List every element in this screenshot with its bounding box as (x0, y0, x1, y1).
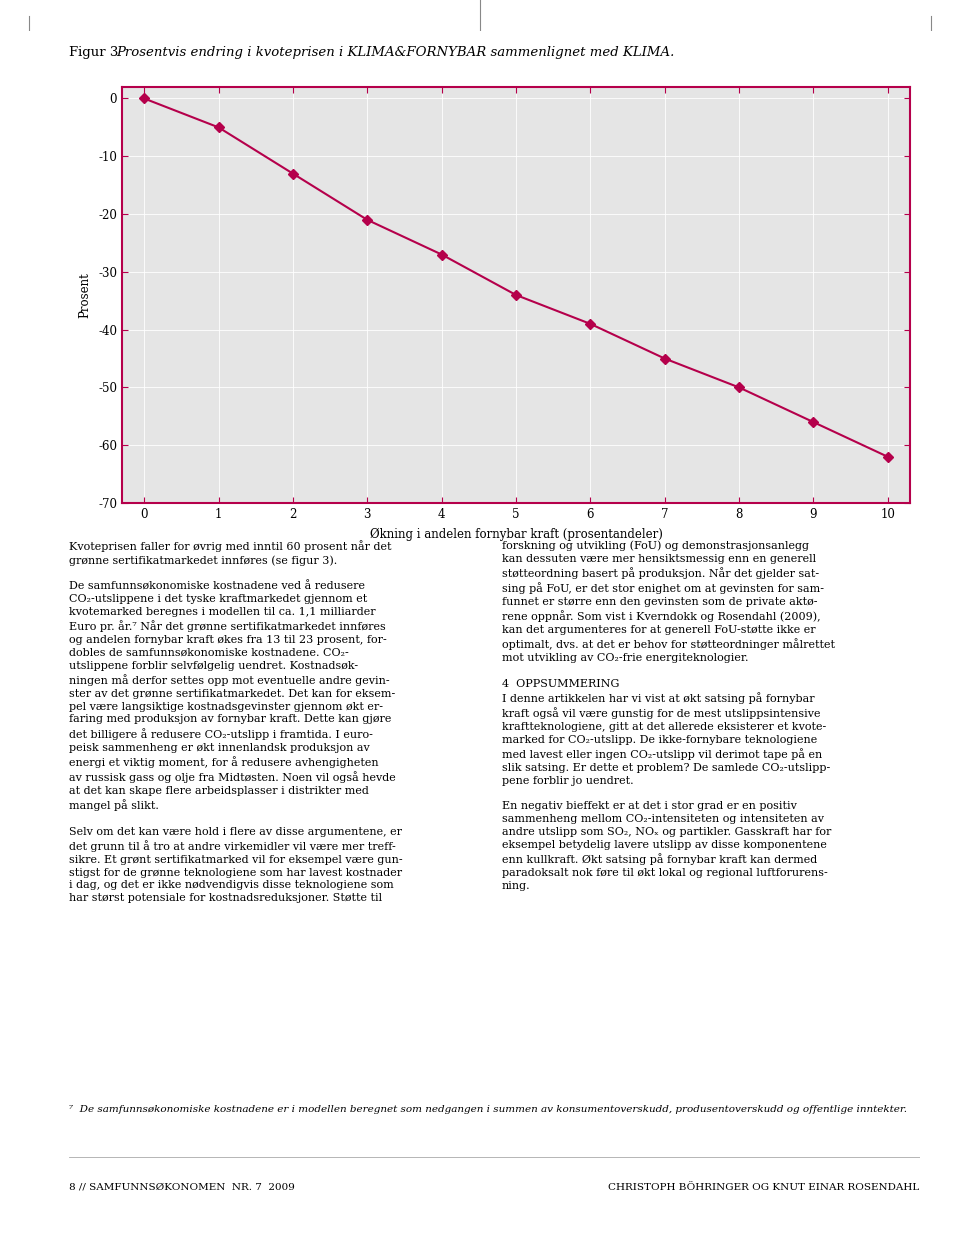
Text: CHRISTOPH BÖHRINGER OG KNUT EINAR ROSENDAHL: CHRISTOPH BÖHRINGER OG KNUT EINAR ROSEND… (609, 1182, 920, 1192)
Text: ⁷  De samfunnsøkonomiske kostnadene er i modellen beregnet som nedgangen i summe: ⁷ De samfunnsøkonomiske kostnadene er i … (69, 1105, 907, 1114)
Y-axis label: Prosent: Prosent (78, 272, 91, 318)
Text: Figur 3: Figur 3 (69, 46, 127, 60)
Text: Prosentvis endring i kvoteprisen i KLIMA&FORNYBAR sammenlignet med KLIMA.: Prosentvis endring i kvoteprisen i KLIMA… (116, 46, 674, 60)
X-axis label: Økning i andelen fornybar kraft (prosentandeler): Økning i andelen fornybar kraft (prosent… (370, 528, 662, 542)
Text: forskning og utvikling (FoU) og demonstrasjonsanlegg
kan dessuten være mer hensi: forskning og utvikling (FoU) og demonstr… (501, 540, 834, 891)
Text: Kvoteprisen faller for øvrig med inntil 60 prosent når det
grønne sertifikatmark: Kvoteprisen faller for øvrig med inntil … (69, 540, 403, 903)
Text: 8 // SAMFUNNSØKONOMEN  NR. 7  2009: 8 // SAMFUNNSØKONOMEN NR. 7 2009 (69, 1182, 295, 1192)
